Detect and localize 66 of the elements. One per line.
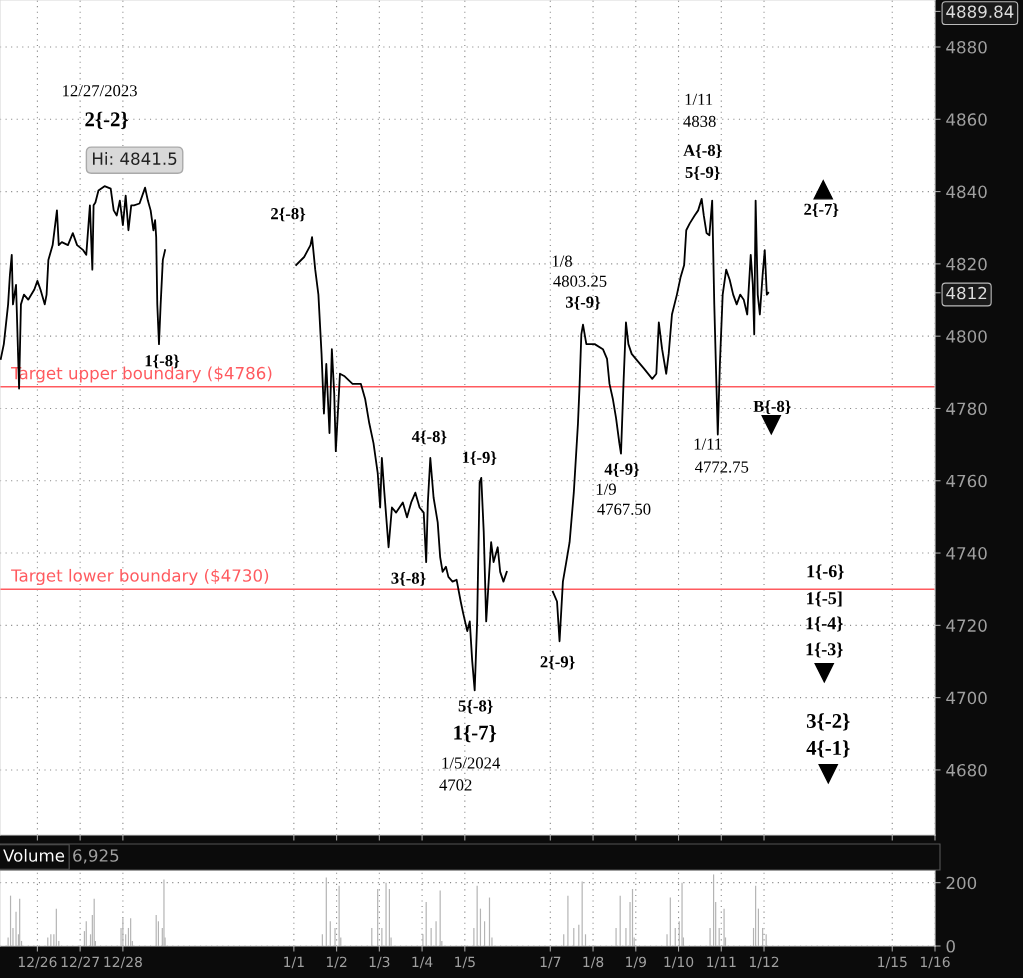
- x-tick-label: 12/28: [104, 956, 142, 969]
- y-tick-label: 4700: [946, 691, 987, 705]
- annotation: 4767.50: [597, 503, 651, 515]
- y-tick-label: 4880: [946, 40, 987, 54]
- annotation: 1{-9}: [462, 451, 497, 466]
- x-tick-label: 12/26: [18, 956, 57, 969]
- annotation: 2{-7}: [804, 203, 839, 218]
- x-tick-label: 1/8: [583, 956, 604, 969]
- annotation: 5{-9}: [685, 166, 720, 181]
- x-tick-label: 1/7: [540, 956, 561, 969]
- annotation: 1{-4}: [806, 616, 843, 632]
- y-tick-label: 4800: [946, 330, 987, 343]
- x-tick-label: 1/15: [878, 956, 907, 969]
- x-tick-label: 1/9: [626, 956, 646, 969]
- annotation: 2{-2}: [85, 111, 128, 129]
- y-tick-label: 4840: [946, 185, 987, 199]
- x-tick-label: 1/5: [455, 956, 475, 969]
- y-tick-label: 4680: [946, 763, 987, 777]
- annotation: 12/27/2023: [63, 85, 137, 97]
- ref-line-label: Target lower boundary ($4730): [11, 568, 269, 586]
- x-tick-label: 1/11: [707, 956, 736, 969]
- annotation: 5{-8}: [458, 699, 493, 714]
- x-tick-label: 1/10: [664, 956, 694, 969]
- annotation: 1/11: [694, 438, 722, 450]
- y-tick-label: 0: [946, 939, 955, 953]
- chart-title: Volume: [3, 848, 65, 862]
- annotation: 1{-3}: [806, 642, 843, 658]
- x-tick-label: 1/16: [920, 956, 950, 969]
- annotation: 4{-1}: [806, 740, 850, 758]
- y-tick-label: 4889.84: [946, 5, 1014, 18]
- y-tick-label: 4720: [946, 619, 987, 632]
- annotation: 1/9: [596, 483, 616, 495]
- annotation: 4803.25: [553, 275, 607, 287]
- x-tick-label: 1/12: [749, 956, 779, 969]
- annotation: 2{-8}: [271, 207, 306, 222]
- y-tick-label: 4812: [946, 286, 987, 300]
- annotation: A{-8}: [683, 144, 722, 159]
- annotation: 4{-9}: [604, 463, 640, 477]
- y-tick-label: 4740: [946, 547, 987, 560]
- x-tick-label: 12/27: [61, 956, 99, 969]
- y-tick-label: 200: [946, 876, 977, 890]
- x-tick-label: 1/4: [412, 956, 433, 969]
- annotation: B{-8}: [753, 400, 791, 415]
- annotation: 3{-9}: [565, 296, 601, 310]
- x-tick-label: 1/3: [369, 956, 390, 969]
- annotation: 1{-6}: [807, 564, 844, 580]
- annotation: 3{-8}: [391, 572, 426, 586]
- y-tick-label: 4780: [946, 402, 987, 416]
- annotation: Hi: 4841.5: [93, 152, 177, 165]
- y-tick-label: 4860: [946, 113, 987, 126]
- text: 6,925: [73, 849, 119, 864]
- annotation: 4702: [439, 779, 472, 791]
- annotation: 4772.75: [695, 461, 749, 473]
- annotation: 4{-8}: [411, 430, 447, 445]
- annotation: 1{-5]: [807, 591, 842, 607]
- y-tick-label: 4760: [946, 474, 987, 488]
- annotation: 3{-2}: [806, 713, 850, 731]
- annotation: 4838: [683, 115, 716, 127]
- x-tick-label: 1/2: [326, 956, 347, 969]
- annotation: 1/11: [685, 93, 713, 105]
- x-tick-label: 1/1: [284, 956, 304, 969]
- annotation: 1/8: [552, 255, 573, 267]
- annotation: 1{-7}: [454, 724, 497, 743]
- annotation: 1/5/2024: [442, 757, 501, 769]
- annotation: 2{-9}: [540, 655, 575, 670]
- y-tick-label: 4820: [946, 257, 987, 271]
